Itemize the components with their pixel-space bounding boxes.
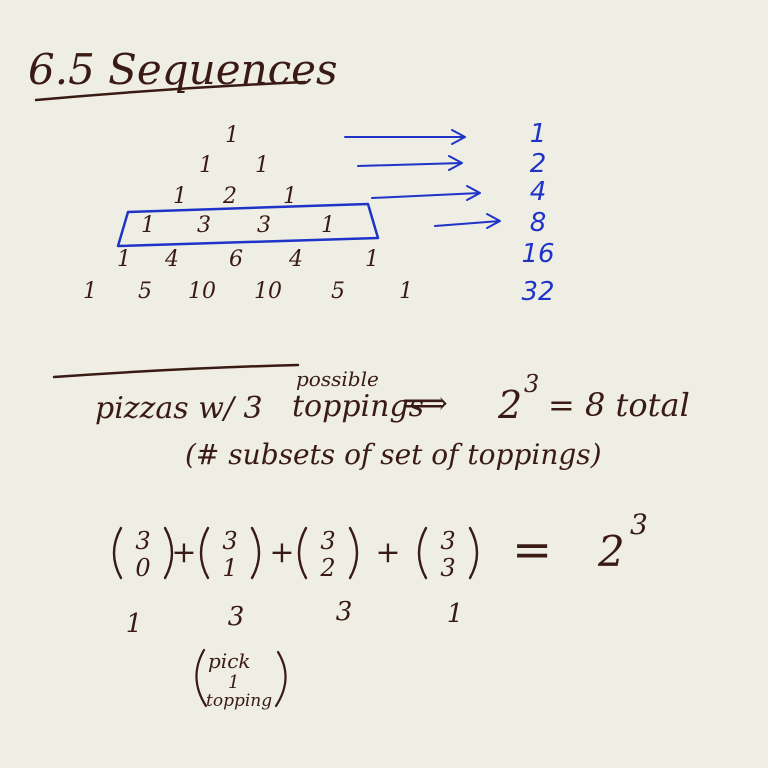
binomial-value: 1 xyxy=(126,609,143,639)
left-paren xyxy=(199,526,210,580)
pascal-entry: 4 xyxy=(288,247,303,272)
equation-result-base: 2 xyxy=(597,527,625,576)
pick-note-line-3: topping xyxy=(206,691,272,711)
right-paren xyxy=(163,526,174,580)
pascal-entry: 1 xyxy=(321,213,335,238)
row-sum: 32 xyxy=(521,277,554,307)
binomial-k: 3 xyxy=(440,554,455,582)
binomial-n: 3 xyxy=(222,527,237,555)
row-sum: 8 xyxy=(530,208,547,238)
page-title: 6.5 Sequences xyxy=(28,45,338,94)
pascal-entry: 1 xyxy=(255,153,269,178)
binomial-value: 3 xyxy=(336,597,353,627)
row-sum: 1 xyxy=(530,119,547,149)
arrow-row-4 xyxy=(434,213,501,229)
left-paren xyxy=(112,526,123,580)
binomial-n: 3 xyxy=(320,527,335,555)
binomial-k: 0 xyxy=(135,554,150,582)
binomial-coefficient: 31 xyxy=(199,526,261,582)
equals-sign: = xyxy=(512,522,552,578)
toppings-word: toppings xyxy=(292,389,424,424)
pascal-entry: 1 xyxy=(173,184,187,209)
left-paren xyxy=(297,526,308,580)
pascal-triangle: 11 11 2 11 3 3 11 4 6 4 11 5 10 10 5 1 xyxy=(83,123,413,304)
highlight-box xyxy=(116,202,380,248)
binomial-n: 3 xyxy=(440,527,455,555)
binomial-sum: 30 +31 +32 +33 xyxy=(112,526,479,582)
result-exponent: 3 xyxy=(524,370,539,398)
pascal-entry: 1 xyxy=(199,153,213,178)
result-total: = 8 total xyxy=(548,386,690,424)
binomial-n: 3 xyxy=(135,527,150,555)
binomial-k: 1 xyxy=(222,554,237,582)
right-paren xyxy=(348,526,359,580)
pascal-entry: 1 xyxy=(225,123,239,148)
plus-sign: + xyxy=(375,535,400,570)
plus-sign: + xyxy=(269,535,294,570)
pascal-entry: 10 xyxy=(188,279,216,304)
pascal-entry: 1 xyxy=(283,184,297,209)
pascal-entry: 1 xyxy=(117,247,131,272)
arrow-row-1 xyxy=(344,129,466,145)
pascal-entry: 1 xyxy=(141,213,155,238)
pick-note-line-2: 1 xyxy=(228,672,239,693)
pascal-entry: 6 xyxy=(229,247,243,272)
pick-note-left-paren xyxy=(195,648,208,708)
binomial-value: 3 xyxy=(228,602,245,632)
binomial-coefficient: 32 xyxy=(297,526,359,582)
binomial-coefficient: 30 xyxy=(112,526,174,582)
pascal-entry: 1 xyxy=(83,279,97,304)
title-underline xyxy=(34,80,307,102)
arrow-row-3 xyxy=(371,185,481,201)
pick-note-line-1: pick xyxy=(208,649,251,673)
possible-annotation: possible xyxy=(296,367,379,391)
separator-line xyxy=(52,363,300,379)
pizza-text: pizzas w/ 3 xyxy=(95,391,263,426)
row-sum: 4 xyxy=(530,177,547,207)
row-sum: 2 xyxy=(530,149,547,179)
left-paren xyxy=(417,526,428,580)
binomial-values: 1 3 3 1 xyxy=(126,597,464,639)
result-base: 2 xyxy=(497,383,522,427)
pascal-entry: 1 xyxy=(365,247,379,272)
row-sum: 16 xyxy=(521,239,554,269)
pascal-entry: 1 xyxy=(399,279,413,304)
pascal-entry: 3 xyxy=(257,213,271,238)
binomial-coefficient: 33 xyxy=(417,526,479,582)
binomial-value: 1 xyxy=(447,599,464,629)
pascal-entry: 5 xyxy=(138,279,152,304)
implies-arrow: ⟹ xyxy=(402,384,448,422)
right-paren xyxy=(468,526,479,580)
pascal-entry: 2 xyxy=(222,184,237,209)
pascal-entry: 3 xyxy=(197,213,211,238)
arrow-row-2 xyxy=(357,155,463,171)
plus-sign: + xyxy=(171,535,196,570)
subsets-note: (# subsets of set of toppings) xyxy=(185,438,602,471)
pascal-entry: 4 xyxy=(164,247,179,272)
pascal-entry: 10 xyxy=(254,279,282,304)
pick-note-right-paren xyxy=(274,650,287,708)
arrows xyxy=(344,129,501,229)
pascal-entry: 5 xyxy=(331,279,345,304)
equation-result-exponent: 3 xyxy=(630,508,648,541)
right-paren xyxy=(250,526,261,580)
binomial-k: 2 xyxy=(319,554,335,582)
